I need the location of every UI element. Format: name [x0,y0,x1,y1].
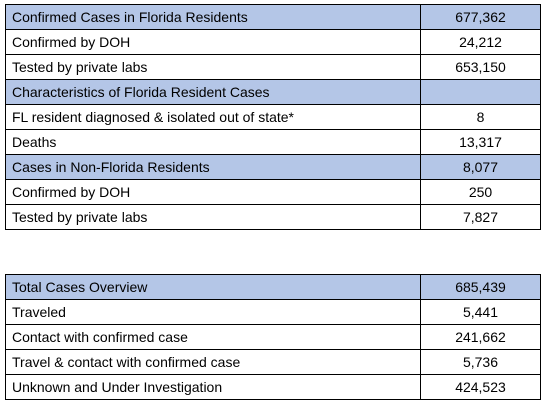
table-row: Total Cases Overview 685,439 [5,274,541,300]
table-row: Tested by private labs 653,150 [5,54,541,80]
row-value: 5,736 [420,349,541,375]
row-label: Cases in Non-Florida Residents [5,154,421,180]
table-row: Confirmed by DOH 24,212 [5,29,541,55]
row-label: Confirmed Cases in Florida Residents [5,4,421,30]
row-value: 250 [420,179,541,205]
table-row: Confirmed Cases in Florida Residents 677… [5,4,541,30]
row-value: 685,439 [420,274,541,300]
row-label: Traveled [5,299,421,325]
row-value: 8,077 [420,154,541,180]
row-value: 13,317 [420,129,541,155]
table-row: Tested by private labs 7,827 [5,204,541,230]
table-row: Traveled 5,441 [5,299,541,325]
row-label: Contact with confirmed case [5,324,421,350]
row-label: Total Cases Overview [5,274,421,300]
row-label: Unknown and Under Investigation [5,374,421,400]
table-row: FL resident diagnosed & isolated out of … [5,104,541,130]
florida-cases-table: Confirmed Cases in Florida Residents 677… [5,4,541,230]
table-row: Cases in Non-Florida Residents 8,077 [5,154,541,180]
table-row: Deaths 13,317 [5,129,541,155]
row-value: 24,212 [420,29,541,55]
row-value: 424,523 [420,374,541,400]
total-cases-overview-table: Total Cases Overview 685,439 Traveled 5,… [5,274,541,400]
row-label: Tested by private labs [5,54,421,80]
row-value [420,79,541,105]
row-value: 653,150 [420,54,541,80]
row-value: 8 [420,104,541,130]
row-label: Deaths [5,129,421,155]
row-label: Confirmed by DOH [5,179,421,205]
row-value: 677,362 [420,4,541,30]
table-row: Contact with confirmed case 241,662 [5,324,541,350]
row-label: Characteristics of Florida Resident Case… [5,79,421,105]
row-value: 5,441 [420,299,541,325]
row-label: FL resident diagnosed & isolated out of … [5,104,421,130]
row-label: Confirmed by DOH [5,29,421,55]
row-value: 7,827 [420,204,541,230]
table-row: Confirmed by DOH 250 [5,179,541,205]
row-label: Tested by private labs [5,204,421,230]
row-value: 241,662 [420,324,541,350]
table-row: Travel & contact with confirmed case 5,7… [5,349,541,375]
table-row: Unknown and Under Investigation 424,523 [5,374,541,400]
table-row: Characteristics of Florida Resident Case… [5,79,541,105]
row-label: Travel & contact with confirmed case [5,349,421,375]
